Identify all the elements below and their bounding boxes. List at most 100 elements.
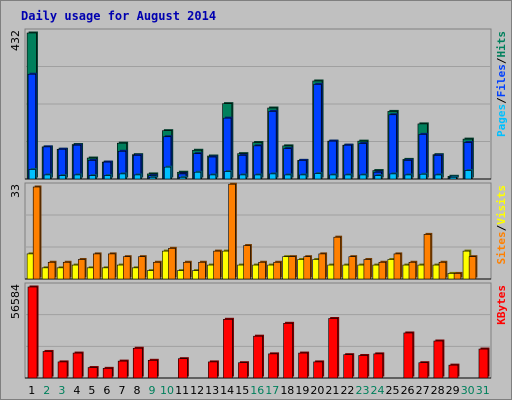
bar-visits-day-19: [297, 259, 305, 280]
x-tick-label-day-5: 5: [88, 384, 95, 397]
bar-files-day-17: [268, 111, 277, 180]
bar-kbytes-day-28: [433, 340, 444, 379]
bar-sites-day-26: [408, 261, 417, 280]
x-tick-label-day-3: 3: [58, 384, 65, 397]
bar-pages-day-12: [194, 171, 202, 180]
chart-panel-3: 56584 KBytes: [9, 282, 508, 379]
bar-sites-day-12: [198, 261, 206, 280]
bar-pages-day-13: [209, 174, 217, 180]
bar-sites-day-13: [213, 250, 221, 280]
legend: KBytes: [495, 285, 508, 325]
bar-pages-day-10: [164, 166, 172, 180]
bar-pages-day-2: [43, 174, 51, 180]
bar-pages-day-23: [359, 174, 367, 180]
bar-kbytes-day-14: [223, 318, 233, 379]
bar-sites-day-27: [423, 234, 432, 280]
bar-visits-day-28: [432, 264, 441, 280]
bar-sites-day-8: [138, 256, 146, 280]
bar-kbytes-day-18: [283, 323, 293, 379]
bar-kbytes-day-11: [178, 358, 188, 379]
bar-pages-day-11-shadow: [180, 175, 188, 178]
x-tick-label-day-7: 7: [118, 384, 125, 397]
y-max-label: 432: [9, 30, 22, 51]
bar-pages-day-30: [464, 170, 472, 180]
bar-sites-day-7: [123, 256, 131, 280]
y-max-label: 33: [9, 184, 22, 198]
bar-visits-day-10: [162, 250, 170, 280]
bar-sites-day-3: [62, 261, 71, 280]
bar-visits-day-29: [447, 273, 456, 280]
x-tick-label-day-21: 21: [325, 384, 339, 397]
bar-kbytes-day-19: [298, 352, 308, 379]
bar-kbytes-day-15: [238, 362, 248, 379]
bar-sites-day-6: [108, 253, 116, 280]
bar-pages-day-1: [28, 169, 36, 180]
x-tick-label-day-16: 16: [250, 384, 264, 397]
bar-pages-day-19: [299, 174, 307, 180]
bar-kbytes-day-31: [478, 348, 489, 379]
bar-visits-day-22: [342, 264, 350, 280]
bar-kbytes-day-8: [132, 347, 143, 379]
bar-pages-day-9: [149, 177, 156, 180]
bar-sites-day-19: [303, 256, 311, 280]
bar-pages-day-28: [434, 174, 442, 180]
x-tick-label-day-26: 26: [401, 384, 415, 397]
legend-sites: Sites: [495, 231, 508, 264]
x-tick-label-day-24: 24: [371, 384, 385, 397]
chart-panel-2: 33 Sites/Visits: [9, 182, 508, 280]
x-tick-label-day-11: 11: [175, 384, 189, 397]
legend: Sites/Visits: [495, 185, 508, 265]
bar-sites-day-25: [393, 253, 402, 280]
bar-visits-day-3: [56, 267, 65, 280]
x-tick-label-day-4: 4: [73, 384, 80, 397]
bar-pages-day-21: [329, 174, 337, 180]
bar-visits-day-13: [207, 264, 215, 280]
bar-pages-day-20: [314, 173, 322, 180]
bar-sites-day-18: [288, 256, 296, 280]
bar-visits-day-17: [267, 264, 275, 280]
bar-pages-day-6: [103, 175, 111, 180]
bar-pages-day-11: [179, 177, 187, 180]
bar-kbytes-day-20: [313, 361, 323, 379]
bar-pages-day-22: [344, 174, 352, 180]
bar-kbytes-day-2: [42, 351, 53, 379]
bar-sites-day-9: [153, 261, 161, 280]
bar-pages-day-4: [73, 174, 81, 180]
bar-visits-day-7: [116, 264, 125, 280]
bar-sites-day-11: [183, 261, 191, 280]
bar-sites-day-1: [32, 186, 41, 280]
chart-title: Daily usage for August 2014: [21, 9, 216, 23]
bar-sites-day-29: [453, 273, 462, 280]
legend-separator: /: [495, 57, 508, 64]
bar-pages-day-9-shadow: [150, 175, 158, 178]
bar-visits-day-24: [372, 264, 380, 280]
bar-visits-day-30: [462, 250, 471, 280]
bar-files-day-27: [418, 134, 427, 180]
bar-files-day-20: [313, 84, 322, 180]
bar-visits-day-14: [222, 250, 230, 280]
bar-visits-day-18: [282, 256, 290, 280]
bar-visits-day-9: [147, 270, 155, 280]
x-tick-label-day-20: 20: [310, 384, 324, 397]
bar-sites-day-5: [93, 253, 101, 280]
bar-sites-day-2: [47, 261, 56, 280]
bar-kbytes-day-13: [208, 361, 218, 379]
bar-kbytes-day-4: [72, 352, 83, 379]
legend-files: Files: [495, 64, 508, 97]
x-tick-label-day-12: 12: [190, 384, 204, 397]
bar-visits-day-23: [357, 264, 365, 280]
x-tick-label-day-18: 18: [280, 384, 294, 397]
bar-kbytes-day-29: [448, 364, 459, 379]
bar-kbytes-day-24: [373, 353, 384, 379]
x-tick-label-day-29: 29: [446, 384, 460, 397]
bar-kbytes-day-9: [147, 360, 158, 379]
bar-visits-day-4: [71, 264, 80, 280]
x-tick-label-day-25: 25: [386, 384, 400, 397]
bar-visits-day-26: [402, 264, 410, 280]
bar-pages-day-16: [254, 174, 262, 180]
bar-kbytes-day-16: [253, 335, 263, 379]
bar-pages-day-15: [239, 174, 247, 180]
